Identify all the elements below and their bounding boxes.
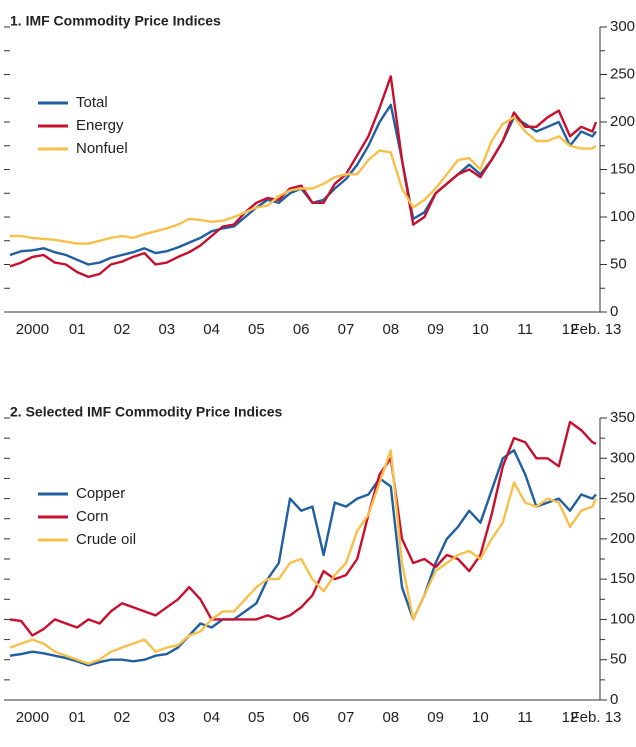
x-tick-label: 10 <box>472 709 489 726</box>
x-tick-label: Feb. 13 <box>571 709 622 726</box>
y-tick-label: 200 <box>610 530 635 547</box>
chart-title: 1. IMF Commodity Price Indices <box>10 13 221 29</box>
x-tick-label: 11 <box>517 321 533 338</box>
y-tick-label: 50 <box>610 651 627 668</box>
y-tick-label: 200 <box>610 113 635 130</box>
y-tick-label: 100 <box>610 610 635 627</box>
x-tick-label: 01 <box>69 321 86 338</box>
series-line <box>9 420 597 637</box>
y-tick-label: 250 <box>610 65 635 82</box>
x-tick-label: 12 <box>562 321 579 338</box>
x-tick-label: 11 <box>517 709 533 726</box>
x-tick-label: 2000 <box>16 709 49 726</box>
x-tick-label: Feb. 13 <box>571 321 622 338</box>
x-tick-label: 06 <box>293 321 310 338</box>
x-tick-label: 06 <box>293 709 310 726</box>
x-tick-label: 09 <box>427 321 444 338</box>
chart-title: 2. Selected IMF Commodity Price Indices <box>10 404 283 420</box>
x-tick-label: 05 <box>248 321 265 338</box>
x-tick-label: 05 <box>248 709 265 726</box>
legend-label: Crude oil <box>76 531 136 548</box>
x-tick-label: 07 <box>338 709 355 726</box>
x-tick-label: 03 <box>158 321 175 338</box>
series-line <box>10 116 597 245</box>
series-line <box>9 449 598 665</box>
series-line <box>9 449 597 667</box>
x-tick-label: 12 <box>562 709 579 726</box>
x-tick-label: 09 <box>427 709 444 726</box>
y-tick-label: 150 <box>610 570 635 587</box>
y-tick-label: 150 <box>610 160 635 177</box>
legend-label: Copper <box>76 485 125 502</box>
y-tick-label: 300 <box>610 449 635 466</box>
y-tick-label: 0 <box>610 691 618 708</box>
x-tick-label: 02 <box>114 709 131 726</box>
x-tick-label: 08 <box>382 709 399 726</box>
x-tick-label: 2000 <box>16 321 49 338</box>
y-tick-label: 100 <box>610 208 635 225</box>
x-tick-label: 04 <box>203 321 220 338</box>
legend-label: Nonfuel <box>76 140 128 157</box>
y-tick-label: 50 <box>610 255 627 272</box>
legend-label: Corn <box>76 508 109 525</box>
legend-label: Energy <box>76 117 124 134</box>
x-tick-label: 07 <box>338 321 355 338</box>
legend-label: Total <box>76 94 108 111</box>
y-tick-label: 350 <box>610 409 635 426</box>
x-tick-label: 10 <box>472 321 489 338</box>
series-line <box>9 75 598 279</box>
x-tick-label: 01 <box>69 709 86 726</box>
y-tick-label: 250 <box>610 490 635 507</box>
y-tick-label: 300 <box>610 18 635 35</box>
x-tick-label: 02 <box>114 321 131 338</box>
y-tick-label: 0 <box>610 303 618 320</box>
x-tick-label: 04 <box>203 709 220 726</box>
x-tick-label: 03 <box>158 709 175 726</box>
x-tick-label: 08 <box>382 321 399 338</box>
